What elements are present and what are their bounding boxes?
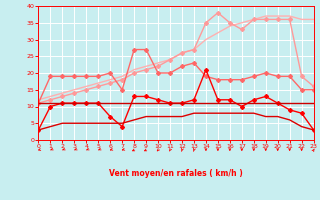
X-axis label: Vent moyen/en rafales ( km/h ): Vent moyen/en rafales ( km/h ) <box>109 169 243 178</box>
